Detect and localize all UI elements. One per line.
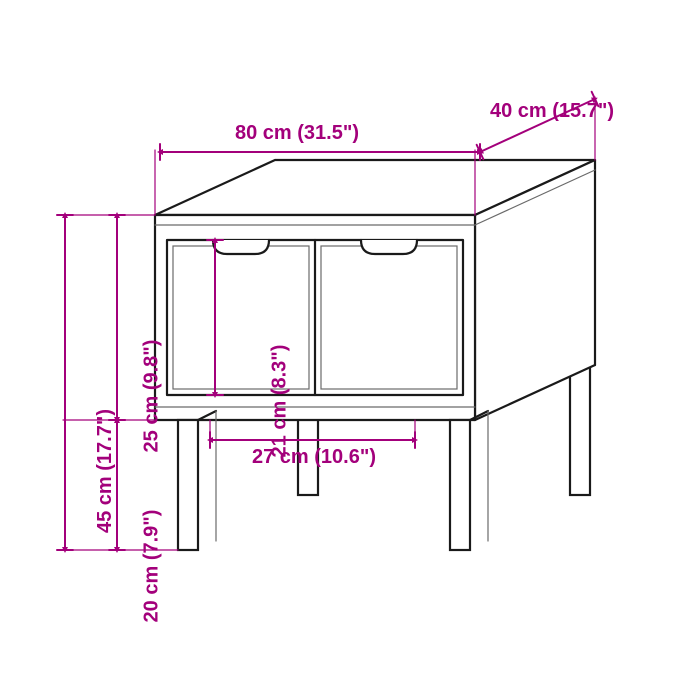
dimension-label: 80 cm (31.5") [235, 122, 359, 144]
dimension-label: 25 cm (9.8") [140, 340, 162, 453]
dimension-label: 40 cm (15.7") [490, 100, 614, 122]
dimension-label: 21 cm (8.3") [268, 345, 290, 458]
dimension-label: 27 cm (10.6") [252, 446, 376, 468]
dimension-label: 45 cm (17.7") [94, 409, 116, 533]
dimension-label: 20 cm (7.9") [140, 510, 162, 623]
